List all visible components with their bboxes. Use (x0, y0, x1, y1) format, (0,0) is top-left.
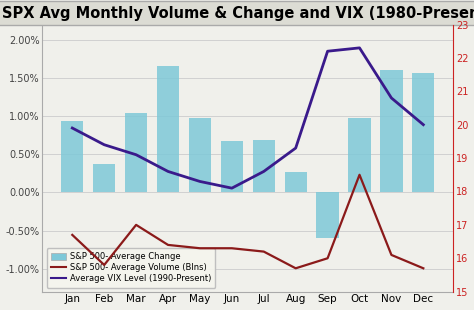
Bar (317, 193, 339, 238)
Bar (412, 73, 435, 193)
Legend: S&P 500- Average Change, S&P 500- Average Volume (Blns), Average VIX Level (1990: S&P 500- Average Change, S&P 500- Averag… (46, 248, 216, 287)
Bar (284, 172, 307, 193)
Bar (221, 140, 243, 193)
Bar (348, 118, 371, 193)
Bar (157, 66, 179, 193)
Bar (125, 113, 147, 193)
Bar (189, 118, 211, 193)
Bar (93, 164, 115, 193)
Bar (61, 122, 83, 193)
Bar (253, 140, 275, 193)
Bar (380, 70, 402, 193)
Title: SPX Avg Monthly Volume & Change and VIX (1980-Present): SPX Avg Monthly Volume & Change and VIX … (2, 6, 474, 20)
